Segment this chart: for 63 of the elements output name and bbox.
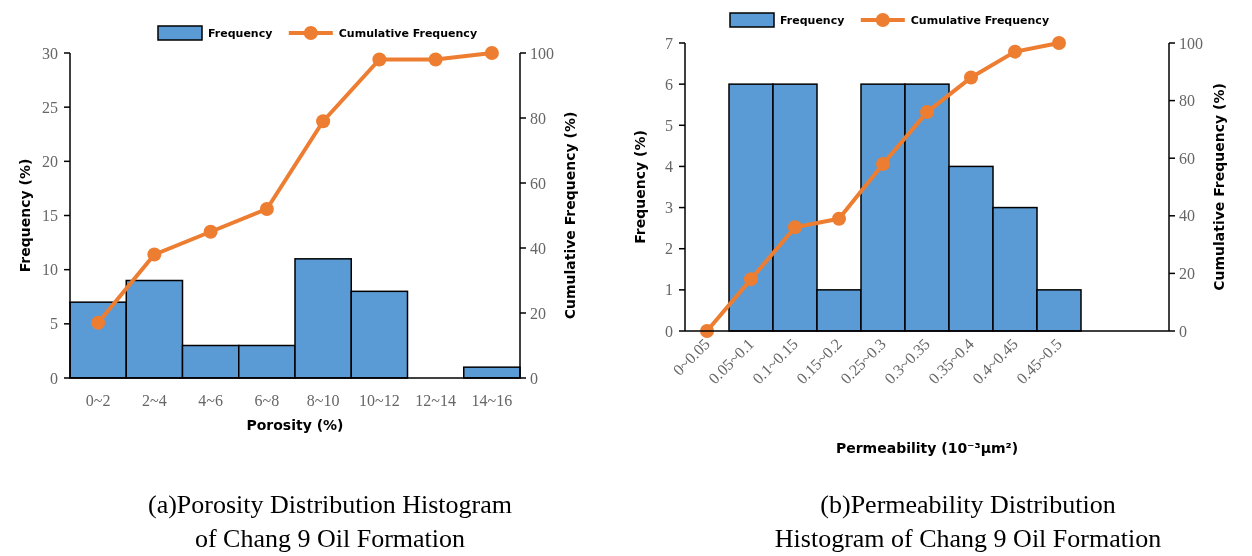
y-tick-label: 3 bbox=[665, 199, 673, 217]
y-tick-label: 2 bbox=[665, 240, 673, 258]
y-tick-label: 15 bbox=[42, 207, 58, 225]
y-axis-title: Frequency (%) bbox=[17, 158, 33, 273]
y-tick-label: 0 bbox=[665, 322, 673, 340]
point bbox=[428, 52, 443, 67]
y2-tick-label: 0 bbox=[1179, 322, 1187, 340]
point bbox=[1008, 44, 1022, 59]
y-tick-label: 20 bbox=[42, 152, 58, 170]
y-tick-label: 4 bbox=[665, 158, 673, 176]
y2-axis-title: Cumulative Frequency (%) bbox=[1211, 83, 1227, 291]
y-axis-title: Frequency (%) bbox=[632, 130, 648, 244]
x-tick-label: 10~12 bbox=[359, 392, 400, 409]
legend-label: Frequency bbox=[208, 27, 273, 40]
point bbox=[788, 220, 802, 235]
point bbox=[147, 247, 162, 262]
x-tick-label: 4~6 bbox=[198, 392, 223, 409]
y-tick-label: 30 bbox=[42, 44, 58, 62]
y-tick-label: 25 bbox=[42, 98, 58, 116]
y2-tick-label: 100 bbox=[1179, 34, 1203, 52]
y2-tick-label: 0 bbox=[530, 369, 538, 387]
y2-tick-label: 60 bbox=[530, 174, 546, 192]
y-tick-label: 1 bbox=[665, 281, 673, 299]
x-axis-title: Permeability (10⁻³μm²) bbox=[835, 440, 1019, 456]
y2-tick-label: 40 bbox=[1179, 207, 1195, 225]
point bbox=[920, 105, 934, 120]
legend-label: Cumulative Frequency bbox=[910, 14, 1050, 27]
y2-axis-title: Cumulative Frequency (%) bbox=[562, 111, 578, 320]
point bbox=[876, 156, 890, 171]
legend-label: Cumulative Frequency bbox=[338, 27, 478, 40]
text: (a)Porosity Distribution Histogram of Chang 9 Oil Formation bbox=[148, 490, 512, 553]
legend-label: Frequency bbox=[780, 14, 845, 27]
x-tick-label: 14~16 bbox=[471, 392, 513, 409]
point bbox=[832, 211, 846, 226]
y2-tick-label: 20 bbox=[1179, 265, 1195, 282]
point bbox=[203, 224, 218, 239]
point bbox=[744, 272, 758, 287]
y2-tick-label: 100 bbox=[530, 44, 554, 62]
point bbox=[91, 315, 106, 330]
point bbox=[316, 114, 331, 129]
y-tick-label: 5 bbox=[665, 116, 673, 134]
point bbox=[372, 52, 387, 67]
y-tick-label: 0 bbox=[50, 369, 58, 387]
x-axis-title: Porosity (%) bbox=[246, 417, 344, 433]
y-tick-label: 7 bbox=[665, 34, 673, 52]
x-tick-label: 2~4 bbox=[142, 392, 167, 409]
point bbox=[964, 70, 978, 85]
point bbox=[484, 46, 499, 60]
y2-tick-label: 60 bbox=[1179, 149, 1195, 167]
y-tick-label: 6 bbox=[665, 75, 673, 93]
y2-tick-label: 20 bbox=[530, 304, 546, 322]
point bbox=[259, 202, 274, 216]
y2-tick-label: 40 bbox=[530, 239, 546, 257]
point bbox=[1052, 36, 1066, 50]
y-tick-label: 10 bbox=[42, 261, 58, 279]
x-tick-label: 6~8 bbox=[254, 392, 280, 409]
y-tick-label: 5 bbox=[50, 315, 58, 333]
x-tick-label: 8~10 bbox=[306, 392, 340, 409]
x-tick-label: 12~14 bbox=[415, 392, 456, 409]
y2-tick-label: 80 bbox=[530, 109, 546, 127]
text: (b)Permeability Distribution Histogram of Chang 9 Oil Formation bbox=[774, 490, 1162, 553]
x-tick-label: 0~2 bbox=[85, 392, 111, 409]
y2-tick-label: 80 bbox=[1179, 92, 1195, 110]
